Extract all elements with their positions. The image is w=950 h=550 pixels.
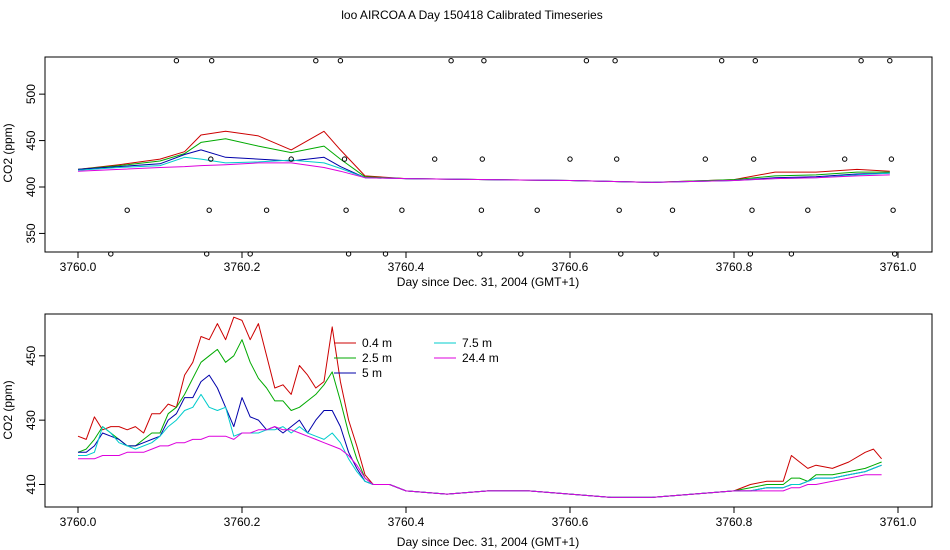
top-marker-point — [888, 156, 895, 162]
top-marker-point — [481, 58, 487, 64]
top-marker-point — [583, 58, 590, 64]
top-panel: 3760.0 3760.2 3760.4 3760.6 3760.8 3761.0 350… — [1, 56, 933, 289]
top-marker-point — [124, 207, 130, 213]
top-marker-point — [479, 156, 485, 162]
top-marker-point — [206, 207, 212, 213]
top-marker-point — [343, 207, 349, 213]
figure-title: loo AIRCOA A Day 150418 Calibrated Times… — [341, 8, 602, 22]
top-marker-point — [288, 156, 294, 162]
top-marker-point — [614, 156, 620, 162]
top-marker-point — [448, 58, 454, 64]
bottom-x-tick-label: 3760.0 — [60, 515, 97, 529]
bottom-y-tick-label: 430 — [24, 410, 38, 430]
legend-label-5-m: 5 m — [362, 366, 382, 380]
top-marker-point — [518, 251, 524, 257]
bottom-y-tick-label: 410 — [24, 474, 38, 494]
top-series-lines — [77, 130, 890, 183]
top-marker-point — [341, 156, 348, 162]
legend-label-24-4-m: 24.4 m — [462, 351, 499, 365]
top-y-tick-label: 350 — [24, 223, 38, 243]
top-marker-point — [337, 58, 344, 64]
top-marker-point — [805, 207, 811, 213]
top-x-axis-label: Day since Dec. 31, 2004 (GMT+1) — [397, 275, 579, 289]
top-marker-point — [616, 207, 622, 213]
top-series-line-0-4-m — [77, 130, 890, 183]
top-series-line-24-4-m — [77, 162, 890, 183]
top-marker-point — [204, 251, 210, 257]
legend-label-2-5-m: 2.5 m — [362, 351, 392, 365]
top-marker-point — [719, 58, 725, 64]
bottom-series-lines — [77, 316, 882, 498]
legend-label-7-5-m: 7.5 m — [462, 336, 492, 350]
top-y-tick-label: 500 — [24, 84, 38, 104]
top-y-tick-label: 400 — [24, 177, 38, 197]
legend-label-0-4-m: 0.4 m — [362, 336, 392, 350]
top-x-tick-label: 3760.0 — [60, 260, 97, 274]
top-marker-point — [209, 58, 215, 64]
top-x-ticks: 3760.0 3760.2 3760.4 3760.6 3760.8 3761.0 — [60, 252, 917, 274]
bottom-series-line-0-4-m — [77, 316, 882, 498]
bottom-series-line-5-m — [78, 374, 882, 498]
top-markers — [108, 58, 898, 257]
top-x-tick-label: 3761.0 — [880, 260, 917, 274]
top-marker-point — [751, 156, 757, 162]
top-marker-point — [478, 207, 485, 213]
top-marker-point — [669, 207, 676, 213]
bottom-panel: 3760.0 3760.2 3760.4 3760.6 3760.8 3761.0 410… — [1, 313, 933, 549]
top-x-tick-label: 3760.8 — [716, 260, 753, 274]
top-marker-point — [108, 251, 114, 257]
bottom-x-tick-label: 3761.0 — [880, 515, 917, 529]
top-marker-point — [892, 251, 898, 257]
top-marker-point — [208, 156, 214, 162]
bottom-y-axis-label: CO2 (ppm) — [1, 380, 15, 439]
top-marker-point — [247, 251, 253, 257]
top-marker-point — [618, 251, 624, 257]
top-marker-point — [653, 251, 659, 257]
top-y-axis-label: CO2 (ppm) — [1, 123, 15, 182]
top-marker-point — [887, 58, 893, 64]
top-marker-point — [263, 207, 270, 213]
bottom-y-tick-label: 450 — [24, 345, 38, 365]
bottom-x-tick-label: 3760.4 — [388, 515, 425, 529]
bottom-x-tick-label: 3760.2 — [224, 515, 261, 529]
top-marker-point — [534, 207, 540, 213]
top-marker-point — [612, 58, 618, 64]
top-marker-point — [842, 156, 848, 162]
top-marker-point — [752, 58, 758, 64]
top-series-line-2-5-m — [77, 138, 890, 183]
top-marker-point — [345, 251, 352, 257]
top-y-tick-label: 450 — [24, 130, 38, 150]
top-marker-point — [702, 156, 708, 162]
top-marker-point — [788, 251, 795, 257]
top-marker-point — [890, 207, 896, 213]
bottom-x-axis-label: Day since Dec. 31, 2004 (GMT+1) — [397, 535, 579, 549]
bottom-x-tick-label: 3760.8 — [716, 515, 753, 529]
top-series-line-5-m — [77, 149, 890, 183]
top-marker-point — [477, 251, 483, 257]
top-marker-point — [173, 58, 180, 64]
top-marker-point — [858, 58, 864, 64]
top-marker-point — [749, 207, 755, 213]
bottom-plot-frame — [44, 313, 933, 508]
top-x-tick-label: 3760.6 — [552, 260, 589, 274]
legend: 0.4 m2.5 m5 m 7.5 m24.4 m — [334, 336, 499, 380]
bottom-series-line-7-5-m — [78, 393, 882, 498]
bottom-series-line-2-5-m — [77, 339, 882, 498]
bottom-x-tick-label: 3760.6 — [552, 515, 589, 529]
top-marker-point — [313, 58, 319, 64]
top-marker-point — [382, 251, 389, 257]
bottom-x-ticks: 3760.0 3760.2 3760.4 3760.6 3760.8 3761.0 — [60, 507, 917, 529]
top-y-ticks: 350 400 450 500 — [24, 84, 45, 243]
bottom-series-line-24-4-m — [78, 426, 882, 498]
top-plot-frame — [44, 56, 933, 253]
top-marker-point — [399, 207, 405, 213]
bottom-y-ticks: 410 430 450 — [24, 345, 45, 494]
top-marker-point — [567, 156, 573, 162]
top-marker-point — [432, 156, 438, 162]
top-x-tick-label: 3760.2 — [224, 260, 261, 274]
top-x-tick-label: 3760.4 — [388, 260, 425, 274]
top-marker-point — [747, 251, 754, 257]
